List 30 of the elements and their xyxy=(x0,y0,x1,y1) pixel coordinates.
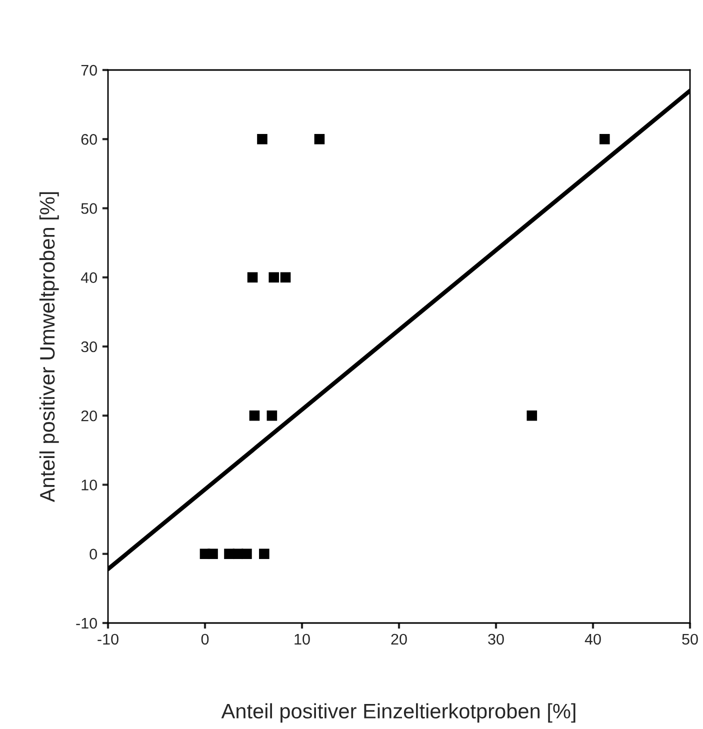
point xyxy=(266,410,278,421)
point xyxy=(259,548,270,560)
point xyxy=(249,410,260,421)
point xyxy=(314,134,325,144)
point xyxy=(280,272,291,283)
y-tick-label: -10 xyxy=(76,618,97,629)
x-axis-title: Anteil positiver Einzeltierkotproben [%] xyxy=(221,703,576,723)
y-tick-label: 40 xyxy=(80,272,97,284)
y-tick-label: 70 xyxy=(81,64,97,76)
y-tick-label: 20 xyxy=(81,410,97,422)
x-tick-label: 10 xyxy=(294,634,310,645)
point xyxy=(268,272,280,283)
point xyxy=(257,134,268,144)
x-tick-label: 30 xyxy=(488,634,504,645)
y-tick-label: 50 xyxy=(81,203,97,214)
point xyxy=(242,548,252,560)
y-tick-label: 10 xyxy=(82,480,97,490)
x-tick-label: 40 xyxy=(584,634,601,645)
x-tick-label: 20 xyxy=(391,634,407,645)
point xyxy=(208,548,218,560)
point xyxy=(526,410,538,421)
y-axis-title: Anteil positiver Umweltproben [%] xyxy=(39,192,59,502)
y-tick-label: 0 xyxy=(90,548,97,560)
point xyxy=(247,272,258,283)
x-tick-label: 50 xyxy=(682,634,698,645)
y-tick-label: 60 xyxy=(81,134,97,145)
point xyxy=(599,134,610,144)
y-tick-label: 30 xyxy=(81,341,97,352)
x-tick-label: 0 xyxy=(201,634,209,645)
x-tick-label: -10 xyxy=(98,634,118,645)
